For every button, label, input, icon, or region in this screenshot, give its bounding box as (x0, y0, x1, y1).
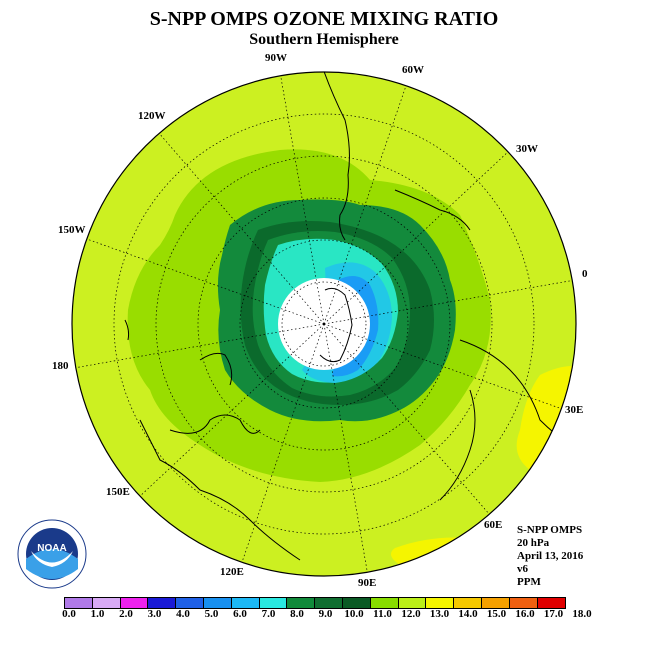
lon-label-30e: 30E (565, 404, 584, 416)
info-version: v6 (517, 563, 528, 575)
colorbar-tick-label: 6.0 (233, 608, 247, 620)
colorbar-tick-label: 13.0 (429, 608, 450, 620)
info-level: 20 hPa (517, 537, 550, 549)
info-instrument: S-NPP OMPS (517, 524, 583, 536)
lon-label-60w: 60W (402, 64, 424, 76)
colorbar-tick-label: 9.0 (318, 608, 333, 620)
colorbar-segment (148, 598, 177, 608)
info-block: S-NPP OMPS 20 hPa April 13, 2016 v6 PPM (517, 524, 583, 589)
colorbar-tick-label: 1.0 (90, 608, 105, 620)
colorbar-tick-label: 15.0 (486, 608, 507, 620)
colorbar-segment (92, 598, 121, 608)
graticule (73, 72, 576, 576)
colorbar-tick-label: 10.0 (344, 608, 364, 620)
colorbar-tick-label: 14.0 (458, 608, 478, 620)
colorbar-segment (370, 598, 399, 608)
colorbar-tick-label: 2.0 (119, 608, 133, 620)
lon-label-60e: 60E (484, 519, 503, 531)
colorbar-segment (203, 598, 232, 608)
colorbar-segment (315, 598, 343, 608)
lon-label-30w: 30W (516, 143, 538, 155)
colorbar-tick-label: 0.0 (62, 608, 76, 620)
colorbar-segment (537, 598, 566, 608)
lon-label-0: 0 (582, 268, 588, 280)
map-subtitle: Southern Hemisphere (249, 31, 399, 48)
colorbar-tick-label: 8.0 (290, 608, 304, 620)
lon-label-120e: 120E (220, 566, 244, 578)
colorbar-segment (342, 598, 371, 608)
info-units: PPM (517, 576, 541, 588)
colorbar-segment (481, 598, 510, 608)
colorbar-segment (398, 598, 427, 608)
colorbar-segment (65, 598, 93, 608)
colorbar-tick-label: 17.0 (543, 608, 564, 620)
colorbar-segment (259, 598, 288, 608)
colorbar-segment (120, 598, 149, 608)
colorbar-segment (287, 598, 316, 608)
lon-label-180: 180 (52, 360, 69, 372)
colorbar-segment (176, 598, 204, 608)
map-border (71, 71, 577, 577)
lon-label-150e: 150E (106, 486, 130, 498)
colorbar-tick-label: 7.0 (261, 608, 276, 620)
colorbar-tick-label: 12.0 (401, 608, 421, 620)
colorbar-segment (231, 598, 260, 608)
colorbar-tick-label: 5.0 (204, 608, 219, 620)
lon-label-150w: 150W (58, 224, 86, 236)
noaa-logo: NOAA (17, 519, 87, 589)
logo-text: NOAA (37, 543, 66, 554)
colorbar-tick-label: 3.0 (147, 608, 162, 620)
colorbar-ticks: 0.0 1.0 2.0 3.0 4.0 5.0 6.0 7.0 8.0 9.0 10.0 11.0 12… (54, 608, 594, 622)
colorbar (64, 597, 567, 609)
colorbar-tick-label: 11.0 (373, 608, 392, 620)
colorbar-segment (509, 598, 538, 608)
lon-label-120w: 120W (138, 110, 166, 122)
colorbar-tick-label: 18.0 (572, 608, 592, 620)
colorbar-segment (426, 598, 455, 608)
lon-label-90e: 90E (358, 577, 377, 589)
map-title: S-NPP OMPS OZONE MIXING RATIO (149, 8, 499, 30)
lon-label-90w: 90W (265, 52, 287, 64)
colorbar-tick-label: 4.0 (176, 608, 190, 620)
info-date: April 13, 2016 (517, 550, 584, 562)
colorbar-segment (454, 598, 482, 608)
colorbar-tick-label: 16.0 (515, 608, 535, 620)
